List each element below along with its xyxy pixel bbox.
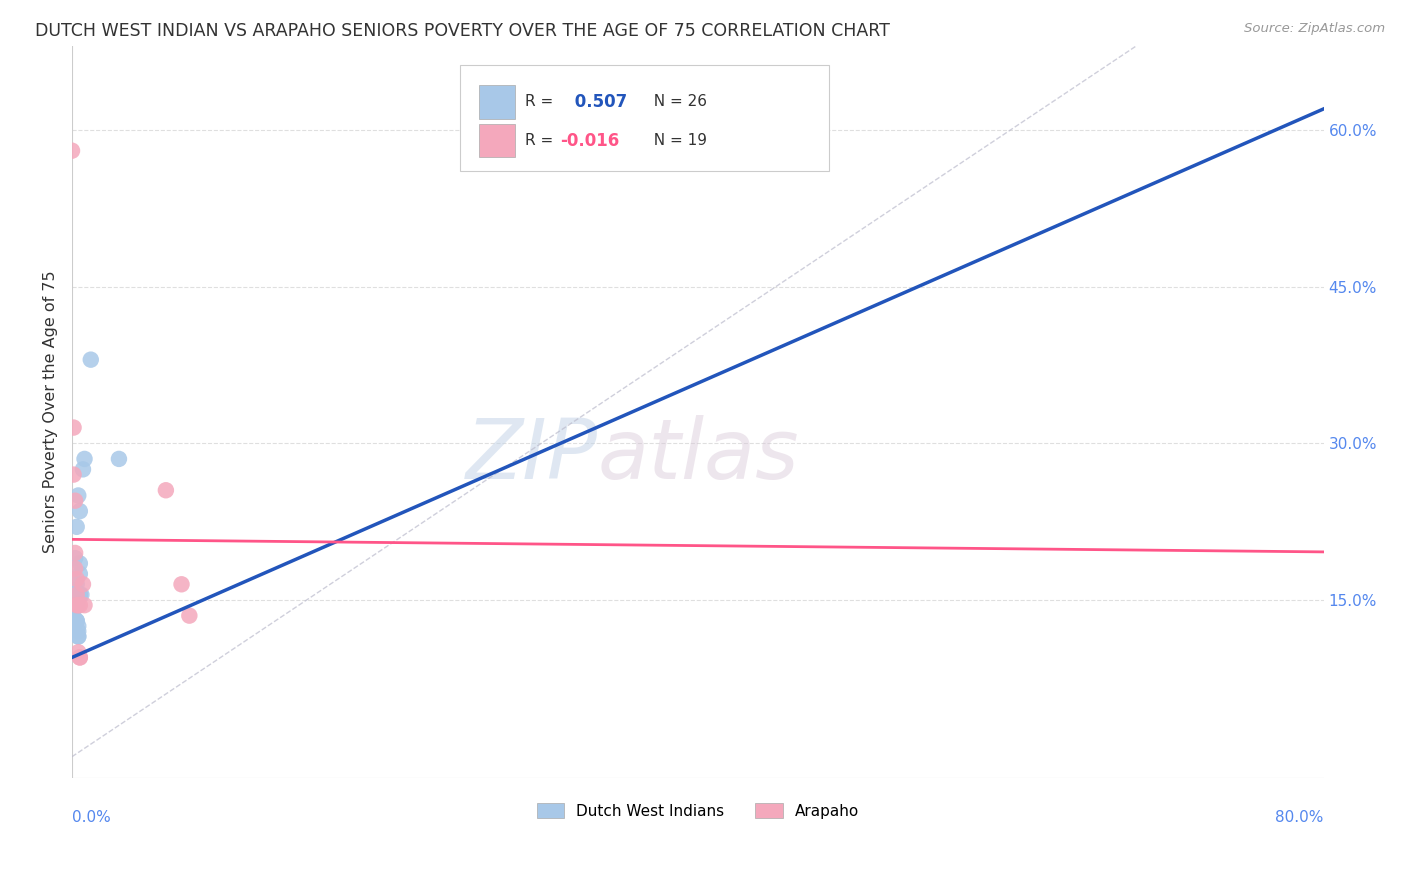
Point [155,483,177,498]
Text: ZIP: ZIP [465,416,598,496]
FancyBboxPatch shape [479,124,515,157]
Text: R =: R = [524,95,558,110]
Point [66,614,89,628]
Point [62,467,84,482]
Text: Source: ZipAtlas.com: Source: ZipAtlas.com [1244,22,1385,36]
Point [63,561,86,575]
Point [69,504,91,518]
Point [73,451,96,466]
Legend: Dutch West Indians, Arapaho: Dutch West Indians, Arapaho [530,797,865,825]
Point [69,557,91,571]
Point [69,598,91,612]
Point [60,608,83,623]
Point [66,520,89,534]
Point [73,598,96,612]
Point [69,588,91,602]
Point [63,546,86,560]
Point [67,624,90,639]
Point [66,588,89,602]
Point [60,144,83,158]
Point [69,650,91,665]
Point [66,598,89,612]
Point [62,420,84,434]
Point [67,645,90,659]
Point [67,598,90,612]
Point [66,572,89,586]
Point [67,488,90,502]
Point [67,630,90,644]
Point [67,630,90,644]
Point [63,493,86,508]
FancyBboxPatch shape [479,85,515,119]
Point [62,588,84,602]
Point [67,619,90,633]
Point [72,462,94,476]
Point [69,650,91,665]
Point [66,614,89,628]
Text: N = 26: N = 26 [644,95,707,110]
Point [63,551,86,566]
Point [80,352,103,367]
Point [69,588,91,602]
Text: R =: R = [524,133,558,148]
Point [66,577,89,591]
Text: DUTCH WEST INDIAN VS ARAPAHO SENIORS POVERTY OVER THE AGE OF 75 CORRELATION CHAR: DUTCH WEST INDIAN VS ARAPAHO SENIORS POV… [35,22,890,40]
Y-axis label: Seniors Poverty Over the Age of 75: Seniors Poverty Over the Age of 75 [44,270,58,553]
Point [62,603,84,617]
Point [72,577,94,591]
Text: -0.016: -0.016 [560,131,620,150]
Point [63,582,86,597]
Point [69,566,91,581]
Point [179,608,201,623]
Text: 0.507: 0.507 [569,93,627,111]
Text: N = 19: N = 19 [644,133,707,148]
Text: atlas: atlas [598,416,799,496]
Point [108,451,131,466]
Point [66,598,89,612]
FancyBboxPatch shape [460,64,830,170]
Text: 80.0%: 80.0% [1275,811,1323,825]
Text: 0.0%: 0.0% [72,811,111,825]
Point [170,577,193,591]
Point [63,588,86,602]
Point [70,588,93,602]
